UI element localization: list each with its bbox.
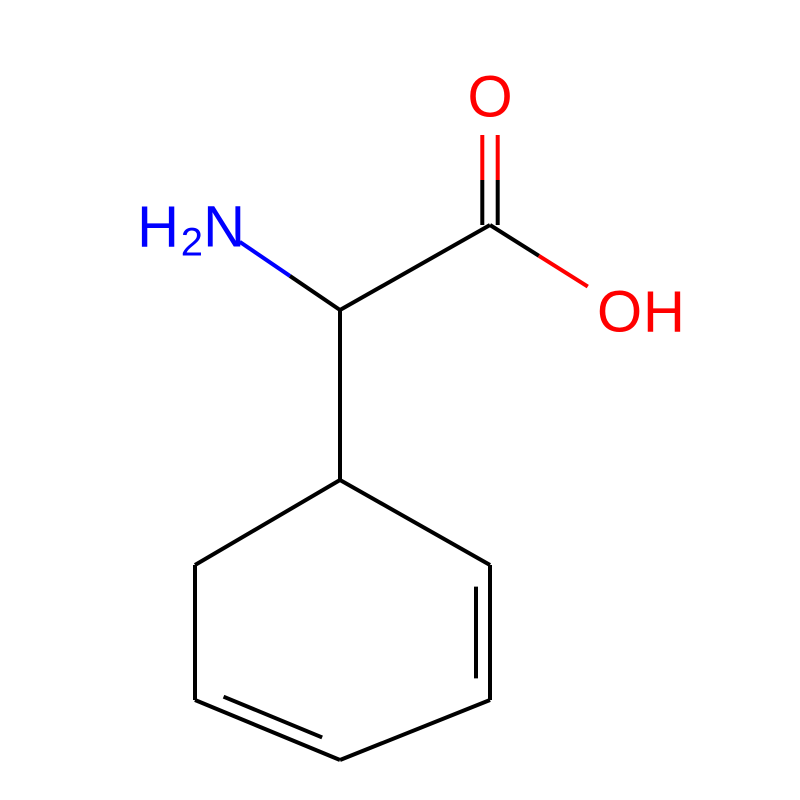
bond-line xyxy=(490,225,539,256)
hydrogen-on-oxygen-label: H xyxy=(643,279,685,344)
bond-line xyxy=(539,256,588,287)
bond-line xyxy=(340,700,490,760)
hydrogen-on-nitrogen-label: H xyxy=(137,194,179,259)
bond-line xyxy=(340,225,490,310)
bond-line xyxy=(195,700,340,760)
oxygen-atom-label: O xyxy=(467,64,512,129)
bond-line xyxy=(240,242,290,276)
oxygen-atom-label: O xyxy=(597,279,642,344)
nitrogen-atom-label: N xyxy=(203,194,245,259)
bond-line xyxy=(195,480,340,565)
subscript-2-label: 2 xyxy=(181,221,203,265)
bond-line xyxy=(340,480,490,565)
bond-line xyxy=(290,276,340,310)
